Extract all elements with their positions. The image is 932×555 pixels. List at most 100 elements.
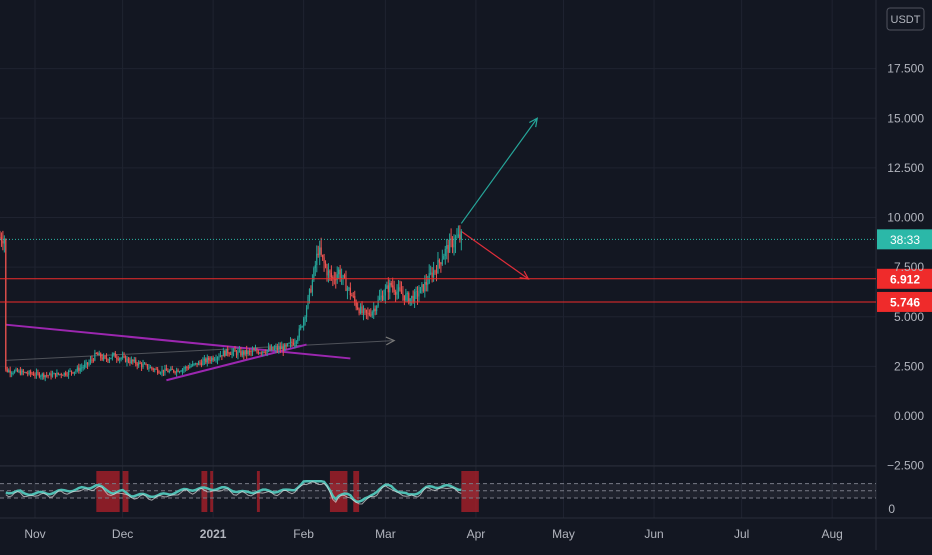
candle-body [183,368,185,370]
oscillator-line [5,479,462,503]
candle-body [81,367,83,369]
candle-body [403,295,405,301]
bearish-arrow [460,230,529,280]
candle-body [253,350,255,352]
candle-body [173,369,175,372]
candle-body [181,369,184,372]
candle-body [12,372,14,374]
candle-body [402,293,404,296]
candle-body [364,308,366,310]
candle-body [171,368,173,370]
candle-body [132,359,134,362]
candle-body [101,357,103,360]
candle-body [371,311,373,316]
candle-body [343,275,346,278]
candle-body [381,295,384,300]
candle-body [13,370,16,373]
candle-body [265,352,267,354]
candle-body [86,362,89,365]
candle-body [152,368,154,370]
candle-body [24,372,26,373]
candle-body [286,343,289,346]
candle-body [168,370,170,373]
candle-body [123,356,125,357]
candle-body [59,373,61,375]
candle-body [243,351,245,355]
candle-body [30,371,32,374]
candle-body [313,268,315,281]
candle-body [339,269,341,278]
candle-body [165,368,167,371]
candle-body [454,237,457,245]
candle-body [314,265,316,269]
candle-body [392,285,394,288]
candle-body [108,358,111,361]
candle-body [11,373,13,374]
candle-body [348,287,350,289]
candle-body [227,348,229,354]
candle-body [418,293,420,297]
candle-body [303,318,305,327]
candle-body [384,288,386,296]
candle-body [235,351,238,356]
candle-body [110,357,112,359]
candle-body [316,253,318,266]
candle-body [359,306,362,314]
candle-body [56,372,58,377]
candle-body [69,370,71,372]
candle-body [95,353,97,354]
candle-body [434,270,436,272]
candle-body [5,238,7,370]
candle-body [44,375,46,378]
candle-body [421,284,423,288]
candle-body [189,366,191,369]
candle-body [162,369,165,373]
candle-body [187,367,189,369]
candle-body [174,371,176,373]
x-tick-label: Aug [821,527,842,541]
candle-body [247,351,249,355]
candle-body [424,281,426,292]
candle-body [167,370,169,373]
candle-body [380,295,382,298]
candle-body [389,282,391,293]
candle-body [197,362,200,366]
price-axis: −2.500 0.000 2.500 5.000 7.500 10.000 12.500 15… [886,7,925,516]
candle-body [260,352,262,354]
candle-body [431,272,433,278]
candle-body [122,356,124,358]
candle-body [288,343,290,344]
candle-body [355,301,357,308]
candle-body [199,362,201,363]
candle-body [329,270,331,273]
candle-body [184,366,186,369]
candle-body [456,236,458,238]
candle-body [230,354,232,356]
candle-body [178,371,181,373]
candle-body [338,269,340,275]
candle-body [91,359,93,361]
candle-body [232,349,235,352]
candle-body [192,363,194,366]
candle-body [41,373,43,377]
candle-body [16,369,19,372]
candle-body [75,370,77,372]
candle-body [282,346,284,351]
candle-body [244,350,246,355]
candle-body [196,362,198,366]
candle-body [351,295,353,297]
candle-body [212,357,214,361]
candle-body [308,288,311,297]
y-tick-label: 17.500 [887,62,924,76]
candle-body [208,357,210,361]
candle-body [31,373,33,375]
candle-body [0,237,1,239]
candle-body [114,352,116,358]
candle-body [155,368,157,370]
resistance-label-box [877,291,932,312]
candle-body [43,373,45,378]
candle-body [427,283,429,285]
candle-body [65,372,67,375]
candle-body [148,368,150,369]
